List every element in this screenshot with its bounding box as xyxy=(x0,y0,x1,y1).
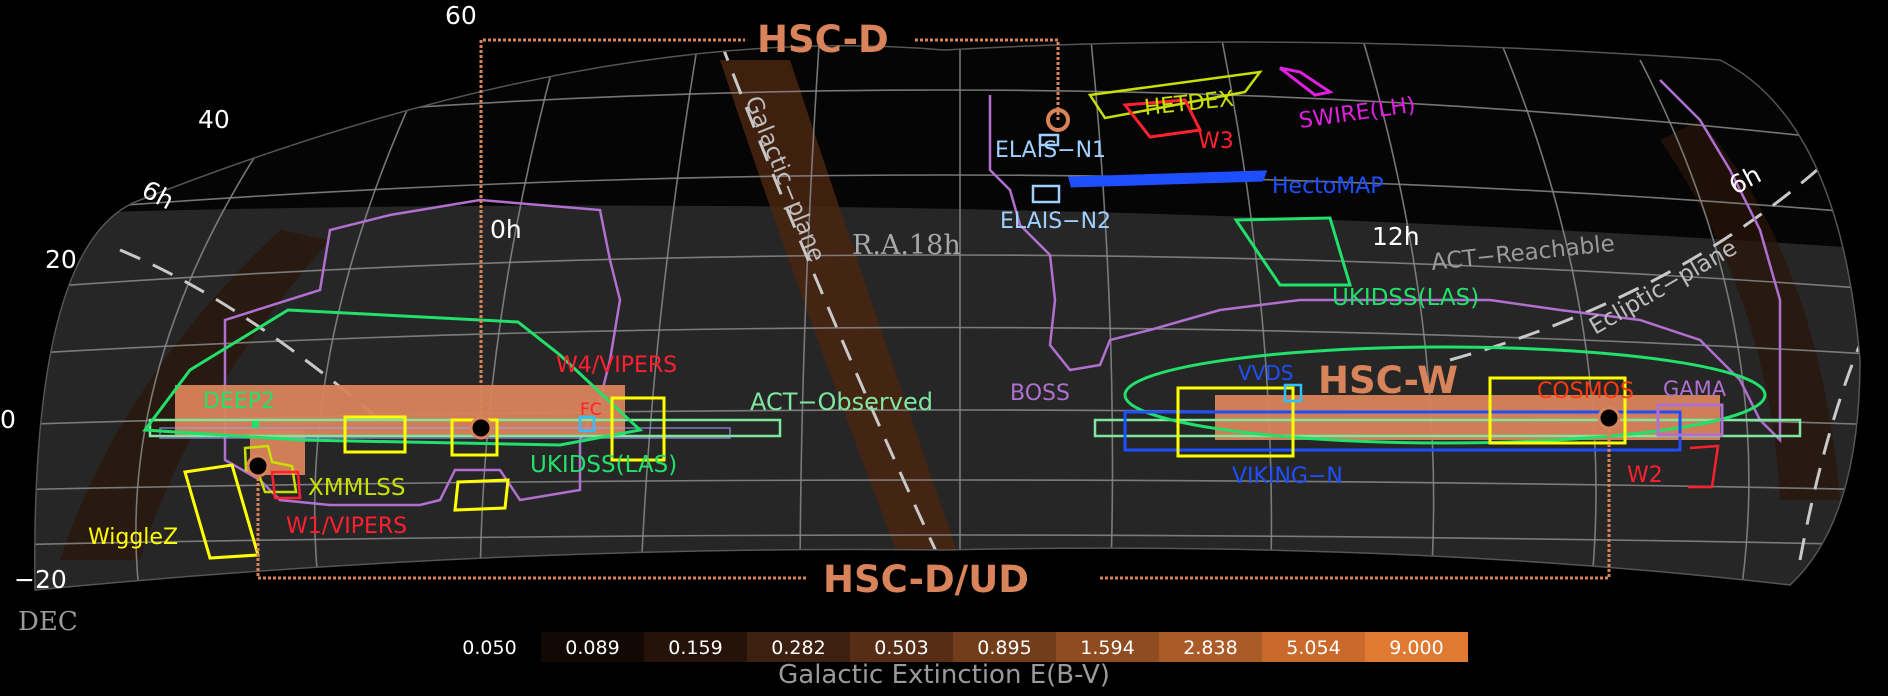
w1-vipers-outline xyxy=(270,470,302,500)
hsc-wide-region-south xyxy=(175,385,625,435)
galactic-plane-line-top xyxy=(209,42,401,122)
colorbar-cell xyxy=(1159,632,1262,662)
elais-n1-label: ELAIS−N1 xyxy=(995,138,1106,163)
dec-tick-40: 40 xyxy=(198,105,230,134)
colorbar: 0.050 0.089 0.159 0.282 0.503 0.895 1.594 2.838… xyxy=(438,632,1468,690)
boss-label: BOSS xyxy=(1010,381,1070,406)
ra-tick-18h: R.A.18h xyxy=(852,230,961,261)
colorbar-value: 5.054 xyxy=(1286,637,1340,659)
hsc-callout-lines xyxy=(256,38,1611,580)
dec-tick-20: 20 xyxy=(45,245,77,274)
w4-vipers-label: W4/VIPERS xyxy=(556,353,677,378)
dec-tick-minus20: −20 xyxy=(14,565,67,594)
hsc-w-label: HSC-W xyxy=(1318,359,1458,402)
ukidss-las-box-north xyxy=(1233,216,1353,287)
fc-label: FC xyxy=(580,400,602,420)
colorbar-cell xyxy=(953,632,1056,662)
colorbar-cell xyxy=(541,632,644,662)
act-observed-label: ACT−Observed xyxy=(750,388,933,416)
ukidss-las-south-label: UKIDSS(LAS) xyxy=(530,452,677,478)
wigglez-box-5 xyxy=(1176,386,1295,458)
elais-n2-label: ELAIS−N2 xyxy=(1000,209,1111,234)
cosmos-label: COSMOS xyxy=(1537,379,1634,404)
hetdex-footprint xyxy=(1087,70,1263,120)
wigglez-boxes xyxy=(183,376,1627,560)
hsc-d-label: HSC-D xyxy=(757,18,889,61)
wigglez-box-4 xyxy=(610,396,666,462)
ecliptic-plane-line xyxy=(1449,128,1861,362)
vvds-label: VVDS xyxy=(1238,361,1293,385)
ra-tick-0h: 0h xyxy=(490,215,522,244)
gama-label: GAMA xyxy=(1663,377,1727,401)
galactic-plane-line xyxy=(718,42,942,561)
colorbar-title: Galactic Extinction E(B-V) xyxy=(778,660,1110,690)
deep2-label: DEEP2 xyxy=(203,389,275,414)
hectomap-label: HectoMAP xyxy=(1272,174,1384,199)
colorbar-value: 1.594 xyxy=(1080,637,1134,659)
colorbar-cell xyxy=(438,632,541,662)
dec-tick-60: 60 xyxy=(445,1,477,30)
colorbar-value: 0.050 xyxy=(462,637,516,659)
wigglez-box-6 xyxy=(1488,376,1627,445)
w3-label: W3 xyxy=(1198,129,1234,154)
act-observed-strip-north xyxy=(1093,418,1802,438)
xmmlss-label: XMMLSS xyxy=(308,475,405,501)
wigglez-label: WiggleZ xyxy=(88,525,178,550)
wigglez-box-1 xyxy=(343,415,407,454)
gama-box xyxy=(1656,403,1724,437)
w2-outline xyxy=(1688,444,1720,489)
deep2-box xyxy=(252,421,259,428)
viking-n-footprint xyxy=(1123,410,1682,452)
colorbar-value: 9.000 xyxy=(1389,637,1443,659)
hsc-deep-field-xmm xyxy=(469,416,493,440)
ecliptic-plane-line-right xyxy=(1798,299,1861,561)
w3-footprint xyxy=(1122,98,1203,139)
act-observed-strip-south-2 xyxy=(159,427,731,439)
colorbar-value: 0.895 xyxy=(977,637,1031,659)
colorbar-value: 0.282 xyxy=(771,637,825,659)
colorbar-cell xyxy=(1262,632,1365,662)
sky-outline xyxy=(34,41,1861,591)
elais-n1-box xyxy=(1038,133,1060,147)
galactic-plane-dust xyxy=(720,60,960,560)
dec-tick-0: 0 xyxy=(0,405,16,434)
w1-vipers-label: W1/VIPERS xyxy=(286,514,407,539)
colorbar-value: 0.159 xyxy=(668,637,722,659)
colorbar-value: 0.503 xyxy=(874,637,928,659)
w2-label: W2 xyxy=(1627,463,1663,488)
ra-tick-12h: 12h xyxy=(1372,222,1420,251)
swire-lh-footprint xyxy=(1279,66,1334,97)
colorbar-cell xyxy=(850,632,953,662)
colorbar-cell xyxy=(747,632,850,662)
colorbar-cell xyxy=(1365,632,1468,662)
wigglez-box-3 xyxy=(453,478,510,512)
colorbar-cell xyxy=(1056,632,1159,662)
dec-axis-label: DEC xyxy=(18,607,78,637)
hsc-deep-field-w1 xyxy=(246,454,270,478)
ra-grid xyxy=(135,42,1750,590)
hectomap-strip xyxy=(1068,170,1268,188)
ukidss-las-north-footprint xyxy=(1123,345,1767,445)
boss-footprint-north xyxy=(988,79,1782,444)
fc-box xyxy=(578,415,596,433)
viking-n-label: VIKING−N xyxy=(1232,464,1343,489)
hsc-deep-field-elais-n1 xyxy=(1046,108,1070,132)
colorbar-cell xyxy=(644,632,747,662)
ukidss-las-north-label: UKIDSS(LAS) xyxy=(1332,285,1479,311)
hsc-deep-field-cosmos xyxy=(1597,406,1621,430)
vvds-box xyxy=(1283,383,1303,403)
colorbar-value: 0.089 xyxy=(565,637,619,659)
elais-n2-box xyxy=(1031,184,1061,204)
ukidss-las-south-footprint xyxy=(142,308,644,447)
hsc-d-ud-label: HSC-D/UD xyxy=(823,558,1029,601)
colorbar-value: 2.838 xyxy=(1183,637,1237,659)
